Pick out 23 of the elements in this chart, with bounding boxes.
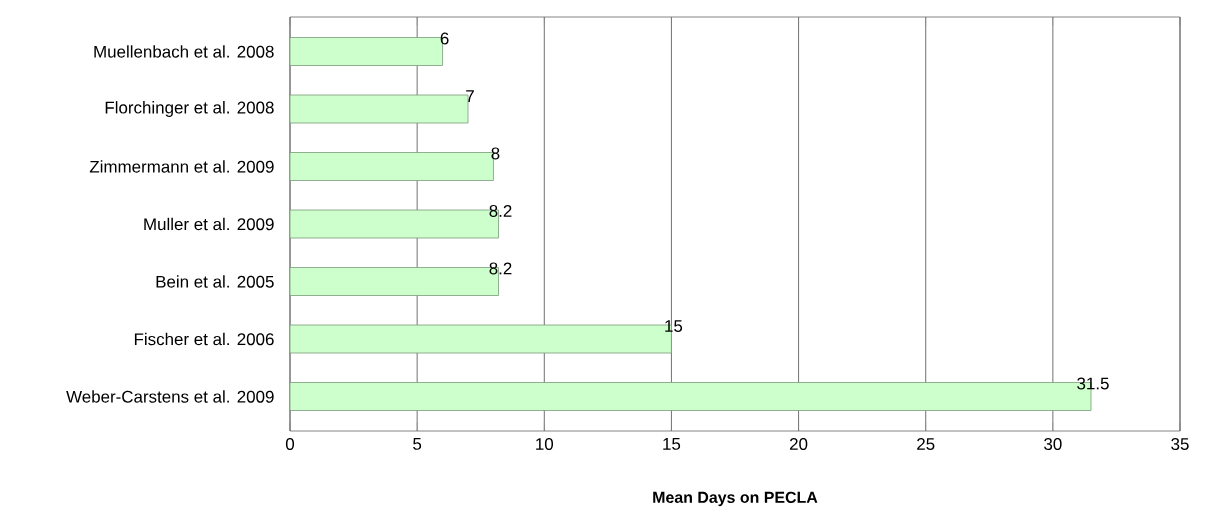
data-label: 7	[466, 90, 474, 102]
x-tick-label: 25	[917, 438, 935, 451]
x-tick-label: 0	[285, 438, 295, 451]
y-tick-label: Zimmermann et al. 2009	[89, 160, 274, 173]
data-label: 31.5	[1077, 377, 1109, 390]
x-tick-label: 30	[1044, 438, 1062, 451]
data-label: 8.2	[489, 262, 512, 275]
y-tick-label: Bein et al. 2005	[156, 275, 274, 288]
data-label: 6	[440, 32, 449, 45]
data-label: 8	[491, 147, 500, 160]
x-tick-label: 15	[663, 438, 681, 450]
y-tick-label: Muellenbach et al. 2008	[94, 45, 274, 58]
y-tick-label: Muller et al. 2009	[144, 217, 274, 231]
y-tick-label: Fischer et al. 2006	[134, 332, 274, 346]
x-tick-label: 5	[413, 438, 422, 450]
x-tick-label: 20	[790, 438, 808, 451]
x-tick-label: 35	[1171, 438, 1189, 451]
data-label: 15	[665, 320, 683, 332]
x-tick-label: 10	[536, 438, 554, 451]
y-tick-label: Florchinger et al. 2008	[105, 101, 274, 117]
y-tick-label: Weber-Carstens et al. 2009	[66, 390, 274, 403]
x-axis-title: Mean Days on PECLA	[653, 491, 818, 507]
data-label: 8.2	[489, 204, 512, 217]
